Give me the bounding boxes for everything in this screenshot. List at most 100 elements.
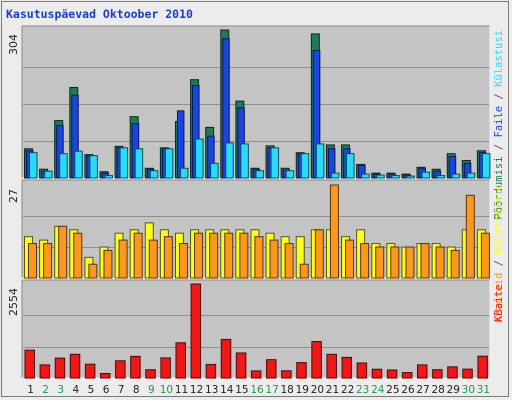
bar-top-kylastusi [195,138,204,179]
bar-middle-arvuteid [360,243,370,279]
x-tick-label: 5 [88,384,95,396]
legend-entry: Külastajaid [493,184,505,254]
legend-entry: Faile [493,106,505,138]
bar-top-kylastusi [104,175,113,179]
x-tick-label: 6 [103,384,110,396]
bar-top-kylastusi [240,143,249,179]
bar-top-kylastusi [315,143,325,179]
bar-top-kylastusi [330,172,340,179]
bar-middle-arvuteid [254,236,264,279]
bar-middle-arvuteid [163,236,173,279]
x-tick-label: 14 [220,384,234,396]
x-tick-label: 11 [175,384,188,396]
legend-middle: Arvuteid / Külastajaid [493,184,505,323]
bar-top-kylastusi [376,174,385,179]
bar-bottom-kbaite [84,363,96,379]
bar-bottom-kbaite [462,368,473,379]
y-tick-label: 27 [7,189,20,203]
plot-area [22,26,490,178]
bar-top-kylastusi [74,150,83,179]
bar-top-kylastusi [29,152,38,179]
bar-top-kylastusi [346,153,355,179]
bar-bottom-kbaite [220,338,232,379]
bar-bottom-kbaite [386,369,398,379]
x-tick-label: 26 [401,384,415,396]
bar-middle-arvuteid [390,246,400,279]
y-tick-label: 304 [7,34,20,55]
bar-bottom-kbaite [190,283,202,379]
x-tick-label: 24 [371,384,385,396]
legend-entry: Arvuteid [493,273,505,324]
bar-bottom-kbaite [115,360,126,379]
bar-top-kylastusi [361,173,370,179]
y-tick-label: 2554 [7,288,20,316]
bar-bottom-kbaite [296,362,307,379]
bar-top-kylastusi [451,173,461,179]
bar-middle-arvuteid [314,229,324,279]
bar-top-kylastusi [134,148,144,179]
bar-top-kylastusi [436,175,446,179]
bar-bottom-kbaite [356,362,368,379]
legend-top: Pöördumisi / Faile / Külastusi [493,30,505,220]
x-tick-label: 2 [42,384,49,396]
bar-top-kylastusi [210,162,219,179]
legend-entry: Külastusi [493,30,505,87]
bar-top-kylastusi [255,170,264,179]
legend-entry: Pöördumisi [493,156,505,219]
bar-middle-arvuteid [194,232,204,279]
bar-middle-arvuteid [28,243,37,279]
bar-middle-arvuteid [148,239,158,279]
bar-middle-arvuteid [345,239,355,279]
bar-bottom-kbaite [250,370,262,379]
bar-bottom-kbaite [371,368,383,379]
bar-bottom-kbaite [205,363,217,379]
x-tick-label: 10 [160,384,173,396]
x-tick-label: 28 [431,384,444,396]
x-tick-label: 30 [462,384,475,396]
bar-top-kylastusi [59,153,68,179]
bar-middle-arvuteid [58,225,68,279]
bar-middle-arvuteid [239,232,249,279]
bar-middle-arvuteid [118,239,128,279]
bar-top-kylastusi [406,175,415,179]
bar-top-kylastusi [285,170,295,179]
bar-middle-arvuteid [178,243,188,279]
bar-bottom-kbaite [69,353,81,379]
bar-middle-arvuteid [420,243,430,279]
bar-top-kylastusi [225,142,234,179]
bar-bottom-kbaite [130,355,141,379]
bar-middle-arvuteid [43,243,53,279]
bar-top-kylastusi [300,153,310,179]
bar-top-kylastusi [466,172,476,179]
bar-top-kylastusi [149,170,159,179]
bar-bottom-kbaite [54,357,66,379]
bar-middle-arvuteid [73,232,83,279]
bar-middle-arvuteid [133,232,143,279]
bar-top-kylastusi [270,147,280,179]
bar-middle-arvuteid [103,249,113,279]
x-tick-label: 23 [356,384,369,396]
legend-entry: / [493,87,505,106]
x-tick-label: 27 [416,384,429,396]
bar-bottom-kbaite [326,353,337,379]
bar-bottom-kbaite [266,359,277,379]
bar-middle-arvuteid [480,232,490,279]
x-tick-label: 25 [386,384,399,396]
legend-entry: / [493,137,505,156]
bar-bottom-kbaite [24,349,35,379]
bar-bottom-kbaite [145,369,156,379]
bar-bottom-kbaite [281,370,292,379]
bar-top-kylastusi [179,167,189,179]
x-tick-label: 9 [148,384,155,396]
bar-bottom-kbaite [477,355,488,379]
panel-middle [21,179,491,279]
legend-entry: KBaite [493,284,505,322]
bar-middle-arvuteid [465,194,475,279]
bar-top-kylastusi [119,147,129,179]
bar-bottom-kbaite [39,364,51,379]
x-tick-label: 12 [190,384,203,396]
bar-bottom-kbaite [341,356,353,379]
